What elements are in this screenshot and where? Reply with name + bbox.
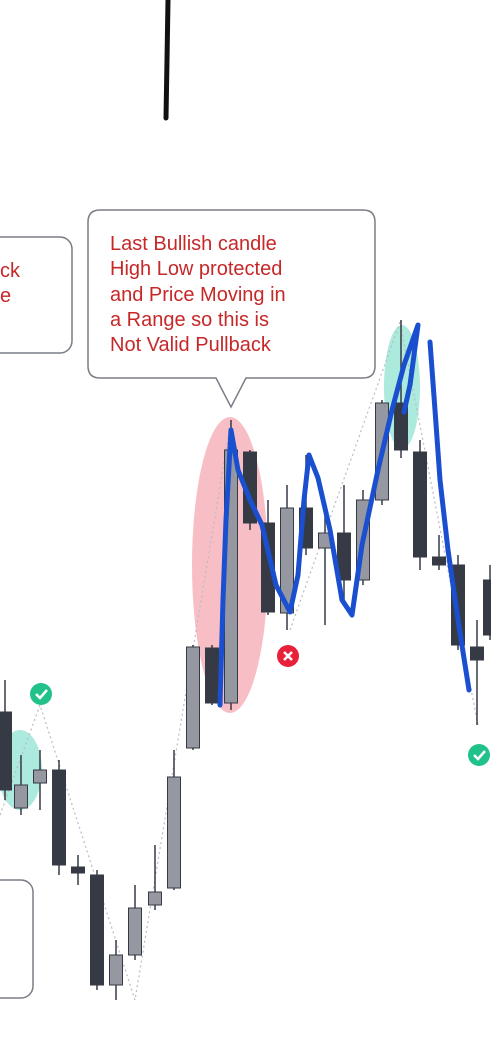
callout-text: and Price Moving in [110, 284, 286, 306]
callout-text: a Range so this is [110, 309, 269, 331]
candle-body [109, 954, 123, 986]
check-marker [468, 744, 490, 766]
callout-text: Last Bullish candle [110, 233, 277, 255]
candle-body [432, 556, 446, 566]
candle-body [413, 451, 427, 558]
candle-body [128, 907, 142, 956]
callout-box [0, 236, 73, 354]
candle-body [470, 646, 484, 661]
candle-body [52, 769, 66, 866]
candle-body [167, 776, 181, 889]
candle-body [337, 532, 351, 581]
callout-box [87, 209, 376, 409]
pen-stroke [163, 0, 171, 121]
callout-text: e [0, 285, 11, 307]
candle-body [148, 891, 162, 906]
check-marker [30, 683, 52, 705]
candle-body [0, 711, 12, 791]
candle-body [205, 647, 219, 704]
candle-body [483, 579, 491, 636]
candle-body [280, 507, 294, 614]
candle-body [394, 402, 408, 451]
candle-body [90, 874, 104, 986]
callout-text: ck [0, 260, 21, 282]
hand-drawing [217, 322, 472, 708]
candle-body [33, 769, 47, 784]
teal-highlight [384, 325, 420, 449]
callout-text: High Low protected [110, 258, 282, 280]
candle-body [71, 866, 85, 874]
cross-marker [277, 645, 299, 667]
callout-box [0, 879, 34, 999]
callout-text: Not Valid Pullback [110, 334, 272, 356]
candle-body [186, 646, 200, 749]
candle-body [14, 784, 28, 809]
